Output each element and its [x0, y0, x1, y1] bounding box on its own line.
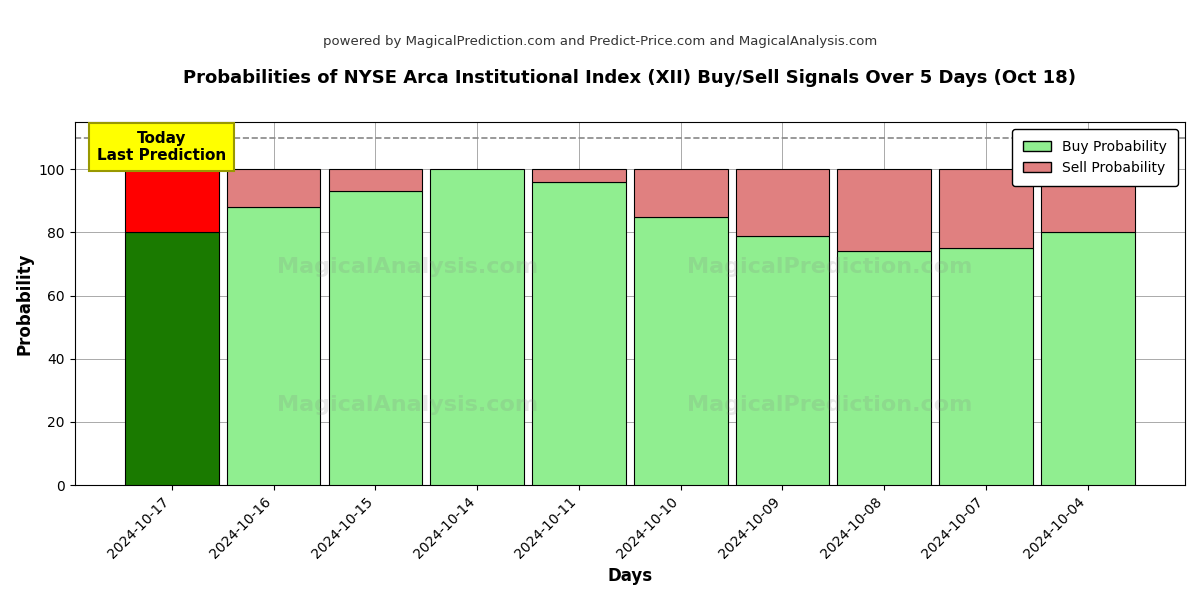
Bar — [227, 207, 320, 485]
Bar — [125, 169, 218, 232]
Bar — [940, 248, 1033, 485]
Y-axis label: Probability: Probability — [16, 252, 34, 355]
Text: MagicalAnalysis.com: MagicalAnalysis.com — [277, 257, 539, 277]
Text: Today
Last Prediction: Today Last Prediction — [97, 131, 227, 163]
Title: Probabilities of NYSE Arca Institutional Index (XII) Buy/Sell Signals Over 5 Day: Probabilities of NYSE Arca Institutional… — [184, 69, 1076, 87]
Legend: Buy Probability, Sell Probability: Buy Probability, Sell Probability — [1012, 129, 1178, 186]
Bar — [634, 217, 727, 485]
Bar — [1040, 232, 1134, 485]
Bar — [1040, 169, 1134, 232]
Text: powered by MagicalPrediction.com and Predict-Price.com and MagicalAnalysis.com: powered by MagicalPrediction.com and Pre… — [323, 35, 877, 48]
Bar — [329, 191, 422, 485]
Bar — [940, 169, 1033, 248]
Bar — [329, 169, 422, 191]
Bar — [431, 169, 524, 485]
Text: MagicalPrediction.com: MagicalPrediction.com — [688, 395, 972, 415]
X-axis label: Days: Days — [607, 567, 653, 585]
Bar — [736, 169, 829, 236]
Bar — [532, 169, 625, 182]
Text: MagicalAnalysis.com: MagicalAnalysis.com — [277, 395, 539, 415]
Bar — [227, 169, 320, 207]
Text: MagicalPrediction.com: MagicalPrediction.com — [688, 257, 972, 277]
Bar — [532, 182, 625, 485]
Bar — [634, 169, 727, 217]
Bar — [838, 251, 931, 485]
Bar — [838, 169, 931, 251]
Bar — [125, 232, 218, 485]
Bar — [736, 236, 829, 485]
